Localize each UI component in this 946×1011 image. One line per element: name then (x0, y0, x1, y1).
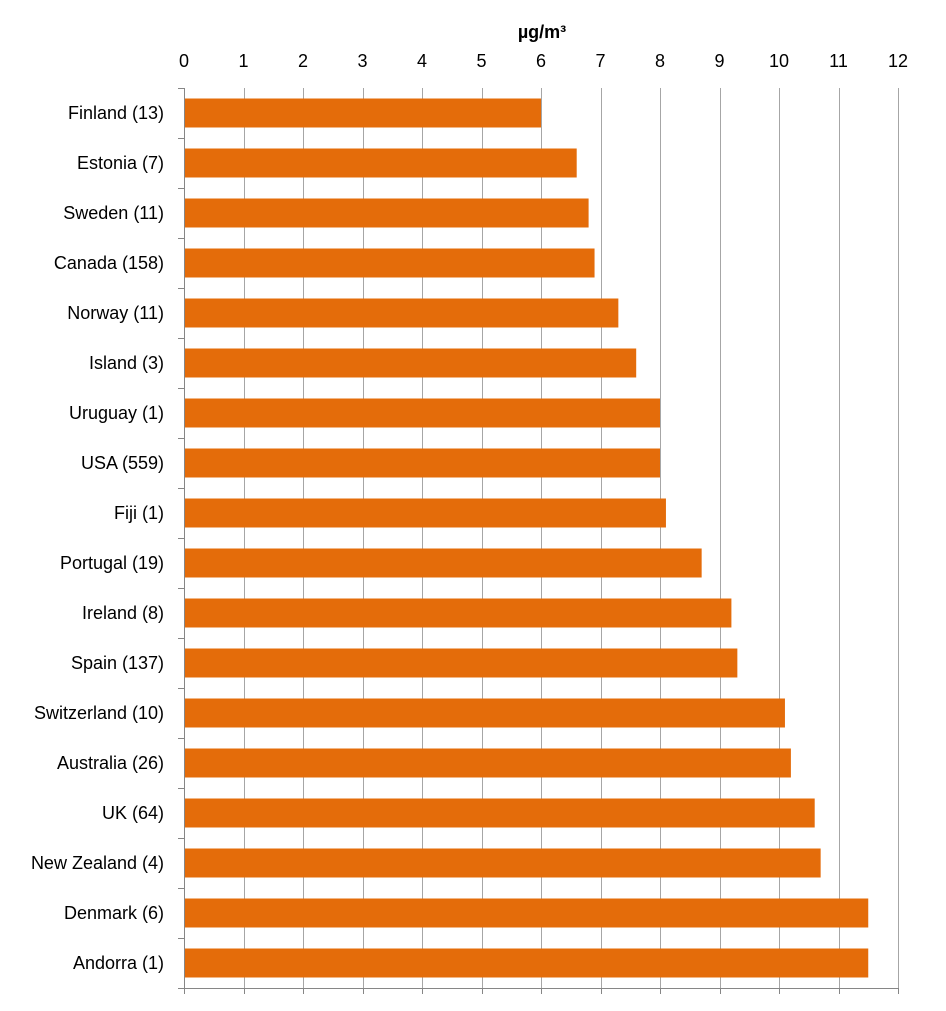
category-label: Norway (11) (67, 303, 164, 323)
bar (185, 898, 869, 928)
x-tick-label: 10 (769, 51, 789, 71)
bar (185, 498, 666, 528)
bar (185, 298, 619, 328)
bar (185, 748, 791, 778)
bar (185, 398, 660, 428)
bar (185, 548, 702, 578)
category-label: Fiji (1) (114, 503, 164, 523)
bar (185, 948, 869, 978)
x-tick-label: 9 (714, 51, 724, 71)
bar (185, 198, 589, 228)
category-label: USA (559) (81, 453, 164, 473)
category-label: Denmark (6) (64, 903, 164, 923)
category-label: Ireland (8) (82, 603, 164, 623)
category-label: Finland (13) (68, 103, 164, 123)
category-label: Estonia (7) (77, 153, 164, 173)
x-tick-label: 6 (536, 51, 546, 71)
bar (185, 448, 660, 478)
x-axis-title: µg/m³ (518, 22, 566, 42)
bar (185, 648, 738, 678)
bar (185, 348, 637, 378)
x-tick-label: 3 (357, 51, 367, 71)
x-tick-label: 1 (238, 51, 248, 71)
category-label: Australia (26) (57, 753, 164, 773)
bars (185, 98, 869, 978)
x-tick-label: 4 (417, 51, 427, 71)
x-tick-label: 5 (476, 51, 486, 71)
category-label: Switzerland (10) (34, 703, 164, 723)
category-label: UK (64) (102, 803, 164, 823)
bar (185, 848, 821, 878)
x-tick-label: 7 (595, 51, 605, 71)
category-label: Andorra (1) (73, 953, 164, 973)
bar (185, 148, 577, 178)
category-label: Sweden (11) (63, 203, 164, 223)
category-label: Spain (137) (71, 653, 164, 673)
category-label: Uruguay (1) (69, 403, 164, 423)
bar (185, 248, 595, 278)
category-label: Canada (158) (54, 253, 164, 273)
category-label: New Zealand (4) (31, 853, 164, 873)
bar (185, 98, 541, 128)
x-tick-label: 8 (655, 51, 665, 71)
bar (185, 798, 815, 828)
grid-lines (184, 88, 899, 988)
x-tick-label: 2 (298, 51, 308, 71)
bar (185, 598, 732, 628)
x-tick-label: 0 (179, 51, 189, 71)
category-label: Island (3) (89, 353, 164, 373)
x-tick-label: 12 (888, 51, 908, 71)
x-tick-label: 11 (829, 51, 848, 71)
category-label: Portugal (19) (60, 553, 164, 573)
bar (185, 698, 785, 728)
